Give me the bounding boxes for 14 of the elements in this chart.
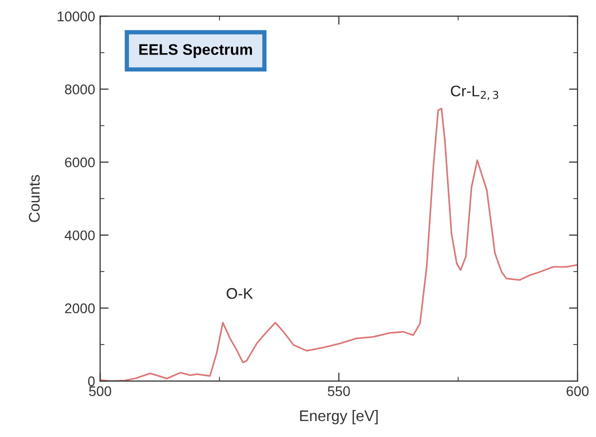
y-tick-label: 6000 <box>65 157 95 168</box>
annotation: O-K <box>226 288 253 299</box>
y-tick-label: 4000 <box>64 230 95 240</box>
text: EELS Spectrum <box>139 44 252 58</box>
x-tick-label: 500 <box>89 386 112 396</box>
y-tick-label: 0 <box>88 376 95 386</box>
x-axis-title: Energy [eV] <box>300 410 378 424</box>
y-axis-title: Counts <box>28 174 40 222</box>
x-tick-label: 600 <box>566 386 589 396</box>
y-tick-label: 8000 <box>64 84 95 94</box>
y-tick-label: 10000 <box>58 12 95 22</box>
annotation: Cr-L$_{2,3}$ <box>450 86 498 100</box>
x-tick-label: 550 <box>328 386 350 396</box>
y-tick-label: 2000 <box>65 303 95 314</box>
